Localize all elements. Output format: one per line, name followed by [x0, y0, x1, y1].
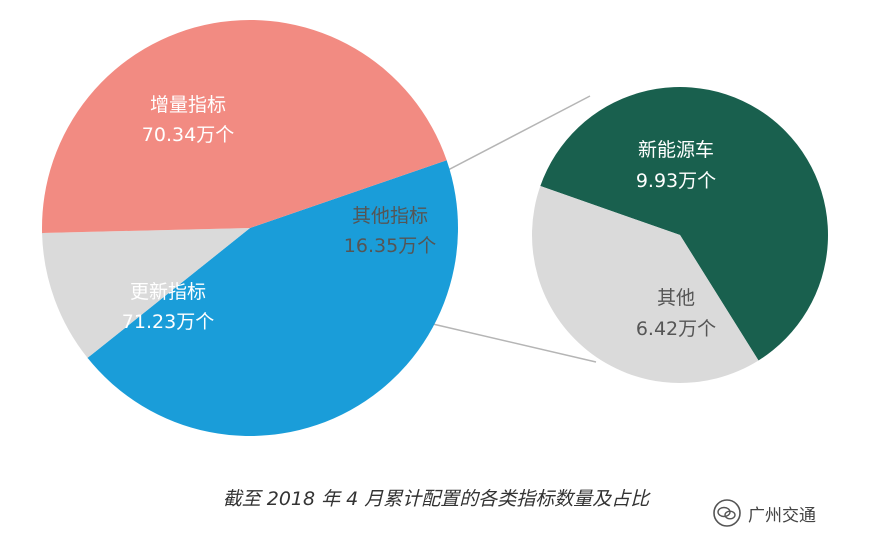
slice-value-0: 70.34万个 — [142, 124, 234, 146]
chart-caption: 截至 2018 年 4 月累计配置的各类指标数量及占比 — [222, 488, 650, 510]
wechat-icon — [713, 499, 741, 527]
watermark: 广州交通 — [712, 498, 816, 528]
slice-value-2: 71.23万个 — [122, 311, 214, 333]
sub-pie-slice-0 — [540, 87, 828, 361]
slice-label-2: 更新指标 — [130, 281, 206, 303]
main-pie-slice-0 — [87, 160, 459, 437]
sub-slice-value-0: 9.93万个 — [636, 170, 716, 192]
watermark-text: 广州交通 — [748, 505, 816, 526]
slice-label-1: 其他指标 — [352, 205, 428, 227]
sub-pie — [532, 87, 828, 383]
sub-slice-label-0: 新能源车 — [638, 139, 714, 161]
main-pie — [41, 19, 459, 437]
main-pie-slice-2 — [41, 19, 447, 234]
main-pie-slice-1 — [42, 228, 250, 358]
slice-value-1: 16.35万个 — [344, 235, 436, 257]
sub-slice-value-1: 6.42万个 — [636, 318, 716, 340]
slice-label-0: 增量指标 — [150, 94, 226, 116]
sub-pie-slice-1 — [532, 186, 759, 383]
sub-slice-label-1: 其他 — [657, 287, 695, 309]
